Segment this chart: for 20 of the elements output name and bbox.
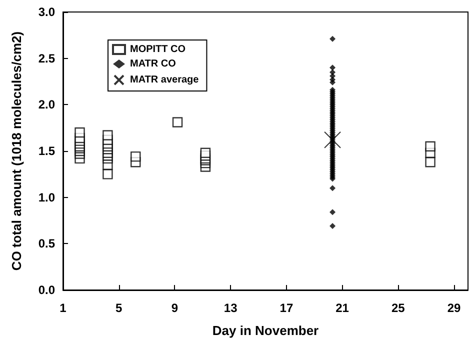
x-tick-label: 21	[336, 301, 350, 315]
x-axis-title: Day in November	[212, 323, 319, 338]
y-tick-label: 2.5	[38, 51, 56, 66]
x-tick-label: 5	[116, 301, 123, 315]
y-tick-label: 0.0	[38, 283, 56, 297]
legend-label: MOPITT CO	[130, 44, 186, 55]
x-tick-label: 13	[224, 301, 238, 315]
x-tick-label: 29	[447, 301, 462, 315]
y-tick-label: 0.5	[38, 236, 56, 251]
legend-label: MATR average	[130, 74, 200, 86]
x-tick-label: 1	[60, 301, 67, 315]
legend-label: MATR CO	[130, 58, 176, 70]
x-tick-label: 25	[391, 301, 406, 315]
y-axis-title: CO total amount (1018 molecules/cm2)	[9, 31, 24, 271]
y-tick-label: 1.5	[38, 144, 56, 158]
x-tick-label: 17	[280, 301, 294, 315]
x-tick-label: 9	[171, 301, 178, 315]
y-tick-label: 3.0	[38, 5, 56, 19]
y-tick-label: 1.0	[38, 190, 56, 204]
y-tick-label: 2.0	[38, 98, 56, 112]
